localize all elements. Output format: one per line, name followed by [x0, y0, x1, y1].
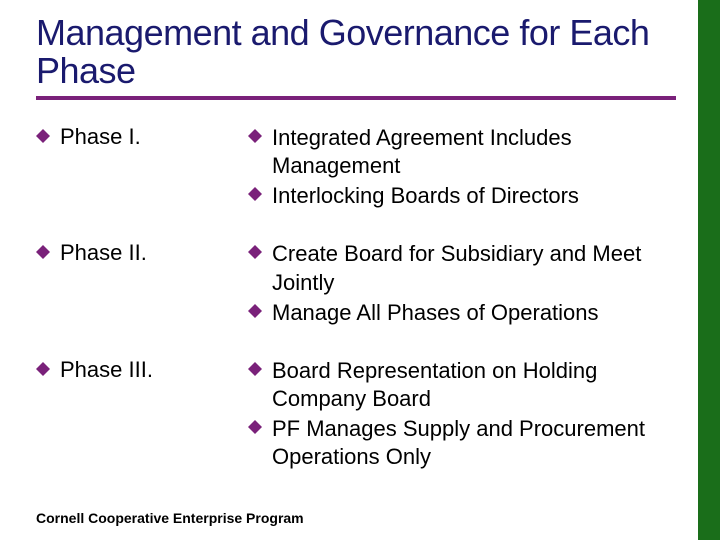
detail-text: Board Representation on Holding Company … — [272, 357, 680, 413]
slide: Management and Governance for Each Phase… — [0, 0, 720, 540]
detail-text: PF Manages Supply and Procurement Operat… — [272, 415, 680, 471]
diamond-bullet-icon — [248, 304, 262, 318]
phase-details-col: Create Board for Subsidiary and Meet Joi… — [248, 240, 680, 328]
phase-label: Phase III. — [60, 357, 153, 383]
detail-item: Board Representation on Holding Company … — [248, 357, 680, 413]
detail-text: Integrated Agreement Includes Management — [272, 124, 680, 180]
diamond-bullet-icon — [36, 362, 50, 376]
detail-item: Integrated Agreement Includes Management — [248, 124, 680, 180]
detail-item: Create Board for Subsidiary and Meet Joi… — [248, 240, 680, 296]
right-accent-bar — [698, 0, 720, 540]
slide-title: Management and Governance for Each Phase — [36, 14, 680, 90]
phase-row: Phase III. Board Representation on Holdi… — [36, 357, 680, 474]
title-underline — [36, 96, 676, 100]
detail-text: Create Board for Subsidiary and Meet Joi… — [272, 240, 680, 296]
diamond-bullet-icon — [36, 245, 50, 259]
phase-label: Phase II. — [60, 240, 147, 266]
detail-item: Interlocking Boards of Directors — [248, 182, 680, 210]
title-block: Management and Governance for Each Phase — [0, 0, 720, 100]
phase-label-col: Phase III. — [36, 357, 248, 383]
phase-label-col: Phase I. — [36, 124, 248, 150]
diamond-bullet-icon — [248, 245, 262, 259]
diamond-bullet-icon — [248, 129, 262, 143]
footer-text: Cornell Cooperative Enterprise Program — [36, 510, 304, 526]
detail-text: Interlocking Boards of Directors — [272, 182, 579, 210]
phase-label-col: Phase II. — [36, 240, 248, 266]
phase-label: Phase I. — [60, 124, 141, 150]
phase-row: Phase II. Create Board for Subsidiary an… — [36, 240, 680, 328]
diamond-bullet-icon — [248, 362, 262, 376]
diamond-bullet-icon — [36, 129, 50, 143]
diamond-bullet-icon — [248, 420, 262, 434]
phase-details-col: Board Representation on Holding Company … — [248, 357, 680, 474]
detail-item: PF Manages Supply and Procurement Operat… — [248, 415, 680, 471]
phase-details-col: Integrated Agreement Includes Management… — [248, 124, 680, 212]
phase-row: Phase I. Integrated Agreement Includes M… — [36, 124, 680, 212]
detail-text: Manage All Phases of Operations — [272, 299, 599, 327]
diamond-bullet-icon — [248, 187, 262, 201]
content-area: Phase I. Integrated Agreement Includes M… — [36, 124, 680, 500]
detail-item: Manage All Phases of Operations — [248, 299, 680, 327]
